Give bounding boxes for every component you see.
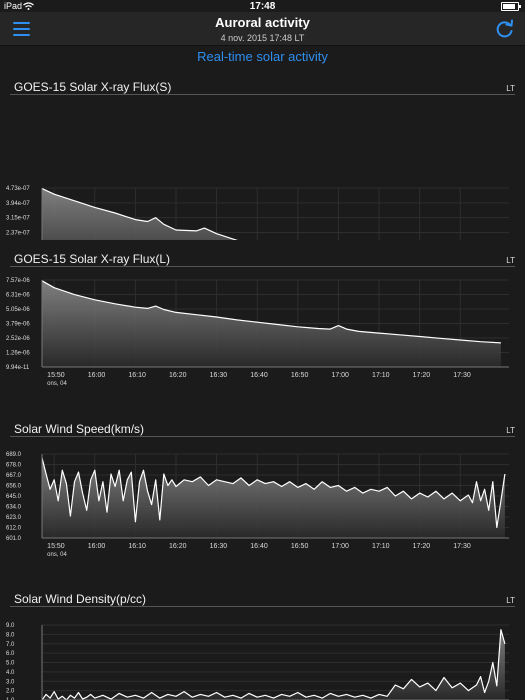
y-tick-label: 634.0 xyxy=(6,505,22,511)
wifi-icon xyxy=(23,2,34,10)
x-tick-label: 16:50 xyxy=(291,543,309,550)
y-tick-label: 5.05e-06 xyxy=(6,307,30,313)
x-tick-label: 15:50 xyxy=(47,543,65,550)
x-tick-label: 17:30 xyxy=(453,372,471,379)
x-tick-label: 16:30 xyxy=(210,543,228,550)
x-date-label: ons, 04 xyxy=(47,381,67,387)
x-tick-label: 16:00 xyxy=(88,543,106,550)
chart-xray-long: GOES-15 Solar X-ray Flux(L) LT 7.57e-06 6… xyxy=(0,252,525,412)
y-tick-label: 601.0 xyxy=(6,536,22,542)
hamburger-menu-icon[interactable] xyxy=(13,22,30,36)
title-divider xyxy=(10,436,515,437)
y-tick-label: 2.52e-06 xyxy=(6,336,30,342)
x-tick-label: 17:00 xyxy=(331,543,349,550)
x-tick-label: 16:00 xyxy=(88,372,106,379)
y-tick-label: 3.94e-07 xyxy=(6,201,30,207)
title-divider xyxy=(10,606,515,607)
x-tick-label: 17:10 xyxy=(372,543,390,550)
time-zone-label: LT xyxy=(506,426,515,435)
title-divider xyxy=(10,94,515,95)
y-tick-label: 4.0 xyxy=(6,670,15,676)
y-tick-label: 678.0 xyxy=(6,463,22,469)
x-tick-label: 16:20 xyxy=(169,372,187,379)
x-tick-label: 16:50 xyxy=(291,372,309,379)
y-tick-label: 689.0 xyxy=(6,452,22,458)
navigation-bar: Auroral activity 4 nov. 2015 17:48 LT xyxy=(0,12,525,46)
x-tick-label: 16:10 xyxy=(128,372,146,379)
y-tick-label: 1.26e-06 xyxy=(6,351,30,357)
chart-plot: 4.73e-073.94e-073.15e-072.37e-071.58e-07… xyxy=(6,186,509,240)
y-tick-label: 4.73e-07 xyxy=(6,186,30,192)
y-tick-label: 7.0 xyxy=(6,642,15,648)
chart-wind-speed: Solar Wind Speed(km/s) LT 689.0 678.0 667.… xyxy=(0,422,525,587)
y-tick-label: 7.57e-06 xyxy=(6,278,30,284)
y-tick-label: 9.0 xyxy=(6,623,15,629)
battery-icon xyxy=(501,2,521,11)
chart-plot: 7.57e-06 6.31e-06 5.05e-06 3.79e-06 2.52e-06… xyxy=(6,278,509,387)
carrier-label: iPad xyxy=(4,1,23,11)
x-tick-label: 17:10 xyxy=(372,372,390,379)
x-tick-label: 17:20 xyxy=(413,372,431,379)
y-tick-label: 1.0 xyxy=(6,698,15,700)
y-tick-label: 3.0 xyxy=(6,679,15,685)
time-zone-label: LT xyxy=(506,256,515,265)
x-tick-label: 15:50 xyxy=(47,372,65,379)
y-tick-label: 5.0 xyxy=(6,661,15,667)
y-tick-label: 645.0 xyxy=(6,494,22,500)
series-line xyxy=(41,280,501,344)
y-tick-label: 9.94e-11 xyxy=(6,365,30,371)
page-subtitle: 4 nov. 2015 17:48 LT xyxy=(220,33,305,43)
x-tick-label: 16:40 xyxy=(250,543,268,550)
refresh-icon[interactable] xyxy=(495,19,515,39)
y-tick-label: 2.37e-07 xyxy=(6,231,30,237)
status-bar: iPad 17:48 xyxy=(0,0,525,12)
series-area xyxy=(42,457,505,538)
y-tick-label: 612.0 xyxy=(6,526,22,532)
status-time: 17:48 xyxy=(249,1,276,12)
x-tick-label: 17:30 xyxy=(453,543,471,550)
chart-plot: 9.0 8.0 7.0 6.0 5.0 4.0 3.0 2.0 1.0 xyxy=(6,623,509,700)
chart-xray-short: GOES-15 Solar X-ray Flux(S) LT 4.73e-07 3… xyxy=(0,80,525,240)
x-tick-label: 16:40 xyxy=(250,372,268,379)
x-tick-label: 16:20 xyxy=(169,543,187,550)
series-area xyxy=(42,629,505,700)
y-tick-label: 6.31e-06 xyxy=(6,293,30,299)
x-tick-label: 16:30 xyxy=(210,372,228,379)
time-zone-label: LT xyxy=(506,84,515,93)
series-line xyxy=(41,629,506,700)
chart-plot: 689.0 678.0 667.0 656.0 645.0 634.0 623.0 612.0… xyxy=(6,452,509,558)
chart-title: Solar Wind Speed(km/s) xyxy=(14,422,145,436)
x-tick-label: 17:20 xyxy=(413,543,431,550)
y-tick-label: 667.0 xyxy=(6,473,22,479)
x-date-label: ons, 04 xyxy=(47,552,67,558)
chart-wind-density: Solar Wind Density(p/cc) LT 9.0 8.0 7.0 6.0… xyxy=(0,592,525,700)
chart-title: Solar Wind Density(p/cc) xyxy=(14,592,147,606)
time-zone-label: LT xyxy=(506,596,515,605)
y-tick-label: 656.0 xyxy=(6,484,22,490)
x-tick-label: 17:00 xyxy=(331,372,349,379)
series-line xyxy=(41,188,239,240)
title-divider xyxy=(10,266,515,267)
page-title: Auroral activity xyxy=(215,15,310,30)
chart-title: GOES-15 Solar X-ray Flux(L) xyxy=(14,252,171,266)
y-tick-label: 3.15e-07 xyxy=(6,216,30,222)
series-line xyxy=(41,457,506,529)
y-tick-label: 8.0 xyxy=(6,632,15,638)
y-tick-label: 6.0 xyxy=(6,651,15,657)
y-tick-label: 3.79e-06 xyxy=(6,322,30,328)
x-tick-label: 16:10 xyxy=(128,543,146,550)
chart-title: GOES-15 Solar X-ray Flux(S) xyxy=(14,80,172,94)
y-tick-label: 623.0 xyxy=(6,515,22,521)
y-tick-label: 2.0 xyxy=(6,689,15,695)
series-area xyxy=(42,188,236,240)
section-title: Real-time solar activity xyxy=(197,49,328,64)
